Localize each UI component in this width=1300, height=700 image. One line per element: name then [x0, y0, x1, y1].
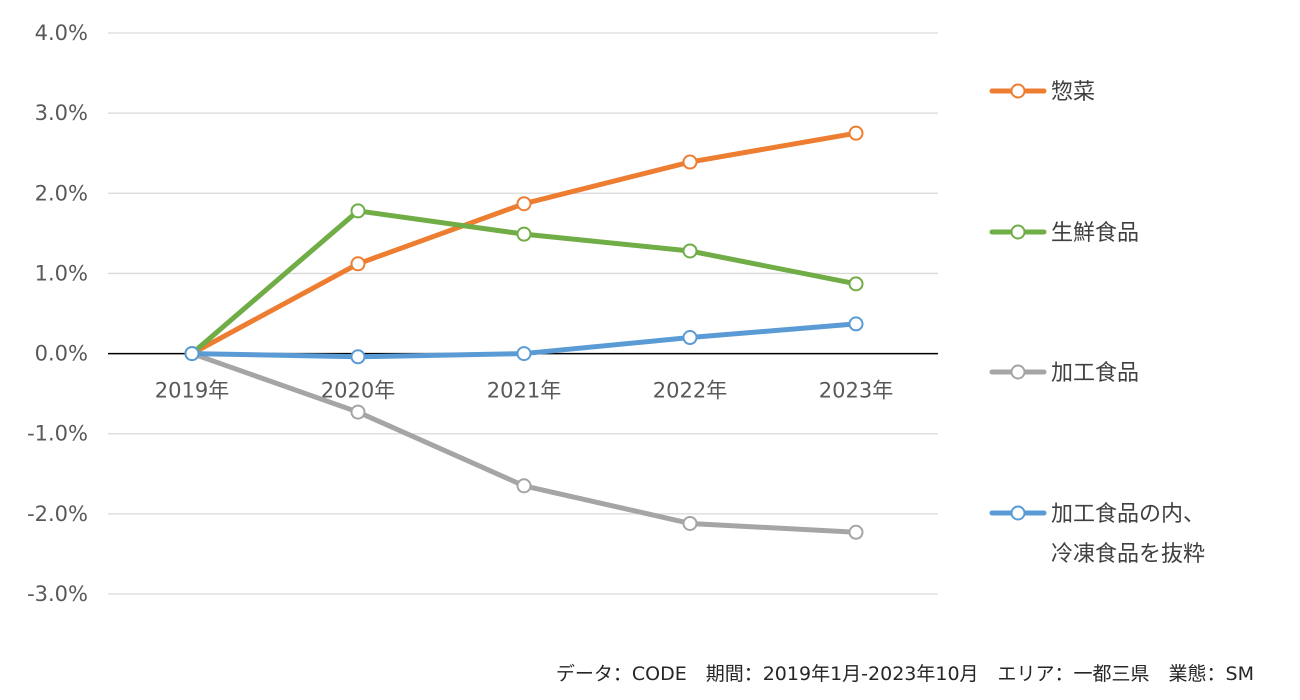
series-lines: [184, 125, 864, 540]
x-tick-label: 2023年: [819, 379, 893, 403]
series-2: [184, 346, 864, 540]
legend-label: 惣菜: [1051, 80, 1095, 105]
series-3: [184, 316, 864, 365]
x-tick-label: 2020年: [321, 379, 395, 403]
y-tick-label: -3.0%: [27, 582, 88, 606]
data-point: [516, 346, 532, 362]
legend-item-1: 生鮮食品: [989, 221, 1139, 246]
legend-item-2: 加工食品: [989, 361, 1139, 386]
series-0: [184, 125, 864, 362]
y-tick-label: 4.0%: [35, 21, 88, 45]
legend-label: 加工食品の内、: [1051, 502, 1205, 527]
axes: 4.0% 3.0% 2.0% 1.0% 0.0% -1.0% -2.0% -3.0% 2019年…: [27, 21, 938, 606]
series-1: [184, 203, 864, 362]
legend-swatch-marker: [1010, 505, 1026, 521]
x-tick-label: 2019年: [155, 379, 229, 403]
data-point: [516, 478, 532, 494]
data-point: [682, 515, 698, 531]
legend-swatch-marker: [1010, 83, 1026, 99]
y-tick-label: -2.0%: [27, 502, 88, 526]
data-point: [848, 524, 864, 540]
y-tick-label: 0.0%: [35, 342, 88, 366]
legend-item-0: 惣菜: [989, 80, 1095, 105]
data-point: [184, 346, 200, 362]
y-tick-label: 3.0%: [35, 101, 88, 125]
x-tick-label: 2021年: [487, 379, 561, 403]
data-point: [848, 276, 864, 292]
data-point: [516, 226, 532, 242]
x-tick-label: 2022年: [653, 379, 727, 403]
data-point: [350, 349, 366, 365]
data-point: [848, 316, 864, 332]
legend-label: 生鮮食品: [1051, 221, 1139, 246]
data-point: [848, 125, 864, 141]
y-tick-label: -1.0%: [27, 422, 88, 446]
source-note: データ：CODE 期間：2019年1月-2023年10月 エリア：一都三県 業態…: [556, 663, 1254, 685]
gridlines: [108, 32, 938, 595]
legend-label: 加工食品: [1051, 361, 1139, 386]
y-tick-label: 2.0%: [35, 181, 88, 205]
series-line: [189, 130, 859, 357]
legend-item-3: 加工食品の内、冷凍食品を抜粋: [989, 502, 1205, 567]
data-point: [350, 203, 366, 219]
data-point: [682, 330, 698, 346]
data-point: [682, 243, 698, 259]
legend-label: 冷凍食品を抜粋: [1051, 542, 1205, 567]
data-point: [350, 256, 366, 272]
data-point: [682, 154, 698, 170]
legend-swatch-marker: [1010, 364, 1026, 380]
legend-swatch-marker: [1010, 224, 1026, 240]
y-tick-label: 1.0%: [35, 261, 88, 285]
data-point: [516, 196, 532, 212]
data-point: [350, 404, 366, 420]
